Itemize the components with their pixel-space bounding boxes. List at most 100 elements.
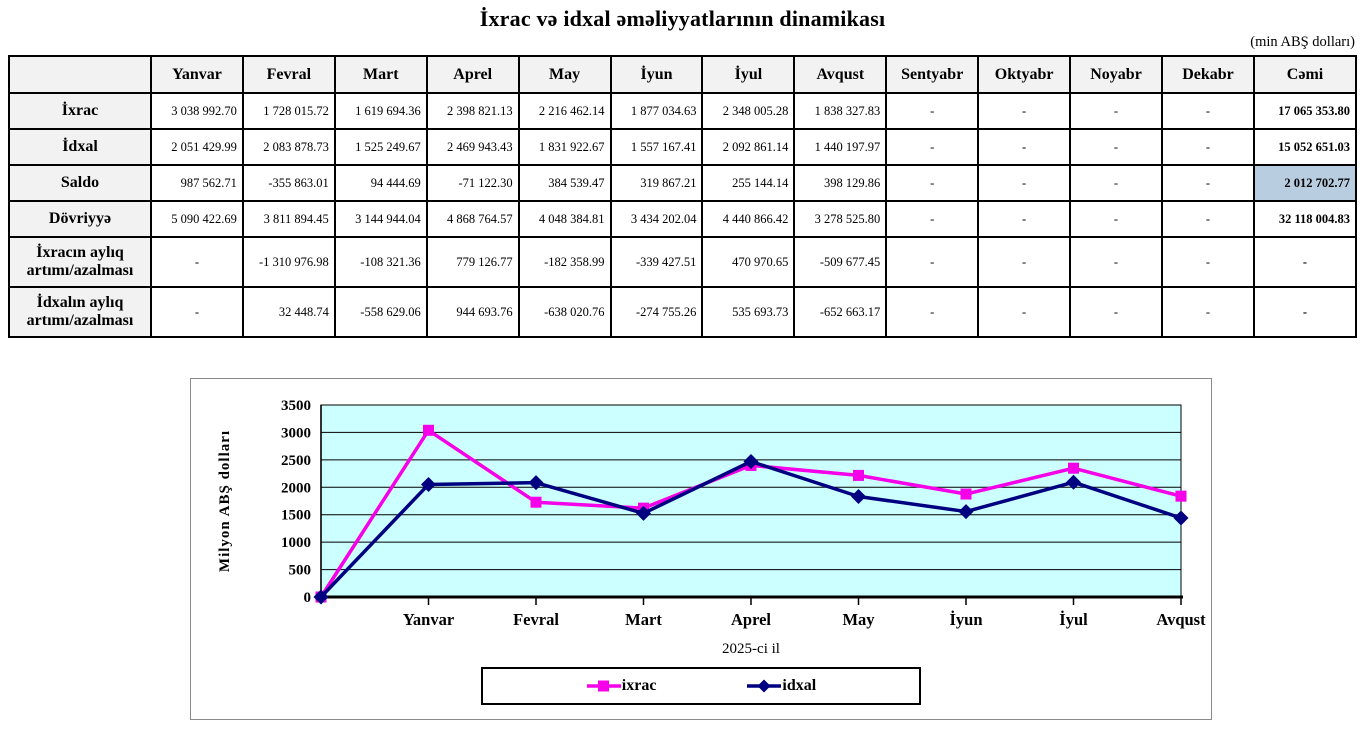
table-cell: 384 539.47: [517, 164, 612, 202]
legend-entry-idxal: idxal: [746, 677, 816, 695]
table-cell: -: [1160, 92, 1256, 130]
table-cell: 2 092 861.14: [701, 128, 796, 166]
x-tick-label: İyun: [949, 610, 982, 629]
table-cell: -: [1069, 164, 1163, 202]
column-header: Noyabr: [1069, 55, 1163, 94]
table-cell: 4 868 764.57: [425, 200, 520, 238]
table-cell: -: [977, 236, 1072, 288]
export-import-table: Yanvar Fevral Mart Aprel May İyun İyul Avqust Se…: [8, 55, 1357, 338]
table-cell: -652 663.17: [793, 286, 888, 338]
legend-entry-ixrac: ixrac: [586, 677, 657, 695]
table-cell: 535 693.73: [701, 286, 796, 338]
square-marker: [423, 424, 434, 436]
x-tick-label: Yanvar: [403, 610, 454, 629]
table-cell: -1 310 976.98: [241, 236, 336, 288]
table-cell: -: [885, 236, 980, 288]
square-marker: [853, 469, 864, 481]
row-label: Saldo: [8, 164, 152, 202]
table-cell: 1 440 197.97: [793, 128, 888, 166]
table-cell: 1 838 327.83: [793, 92, 888, 130]
legend-marker-diamond: [747, 679, 782, 693]
table-cell: 3 278 525.80: [793, 200, 888, 238]
diamond-marker: [313, 589, 329, 605]
table-cell: 319 867.21: [609, 164, 704, 202]
table-cell: -274 755.26: [609, 286, 704, 338]
x-tick-label: Mart: [625, 610, 662, 629]
y-tick-label: 1000: [281, 535, 311, 551]
table-header-row: Yanvar Fevral Mart Aprel May İyun İyul Avqust Se…: [8, 55, 1357, 94]
column-header: Cəmi: [1253, 55, 1357, 94]
diamond-marker: [851, 489, 866, 505]
table-cell: -558 629.06: [333, 286, 428, 338]
table-row: İxrac 3 038 992.70 1 728 015.72 1 619 694.3…: [8, 92, 1357, 130]
table-cell: -: [1253, 236, 1357, 288]
table-cell: 15 052 651.03: [1253, 128, 1357, 166]
table-cell: -: [150, 236, 244, 288]
table-cell: -: [1160, 236, 1256, 288]
table-cell: -: [1069, 128, 1163, 166]
y-axis-title: Milyon ABŞ dolları: [217, 430, 233, 572]
corner-cell: [8, 55, 152, 94]
table-cell: -108 321.36: [333, 236, 428, 288]
table-cell: 17 065 353.80: [1253, 92, 1357, 130]
diamond-marker: [528, 475, 544, 491]
column-header: Sentyabr: [885, 55, 980, 94]
table-cell: -: [977, 200, 1072, 238]
table-cell: 1 619 694.36: [333, 92, 428, 130]
column-header: Dekabr: [1160, 55, 1256, 94]
table-cell: 1 557 167.41: [609, 128, 704, 166]
legend-label: ixrac: [621, 677, 657, 694]
page-title: İxrac və idxal əməliyyatlarının dinamika…: [479, 6, 886, 31]
y-tick-label: 0: [304, 590, 312, 606]
legend-label: idxal: [782, 677, 817, 694]
table-cell: -182 358.99: [517, 236, 612, 288]
x-tick-label: Avqust: [1156, 610, 1206, 629]
table-cell: 470 970.65: [701, 236, 796, 288]
diamond-marker: [421, 476, 436, 492]
table-cell: -: [885, 164, 980, 202]
report-page: İxrac və idxal əməliyyatlarının dinamika…: [0, 6, 1365, 745]
table-cell: 2 083 878.73: [241, 128, 336, 166]
y-tick-label: 1500: [281, 508, 311, 524]
column-header: Avqust: [793, 55, 888, 94]
table-cell: -: [150, 286, 244, 338]
row-label: İdxalın aylıq artımı/azalması: [8, 286, 152, 338]
table-cell: 2 216 462.14: [517, 92, 612, 130]
diamond-marker: [743, 454, 759, 470]
table-cell: -: [1160, 164, 1256, 202]
table-cell: 1 831 922.67: [517, 128, 612, 166]
x-tick-label: İyul: [1059, 610, 1088, 629]
y-tick-label: 3000: [281, 425, 311, 441]
column-header: İyul: [701, 55, 796, 94]
table-cell: 32 118 004.83: [1253, 200, 1357, 238]
table-cell: -: [1160, 286, 1256, 338]
column-header: Mart: [333, 55, 428, 94]
table-cell: 3 811 894.45: [241, 200, 336, 238]
table-cell: -: [1069, 236, 1163, 288]
square-marker: [530, 496, 542, 508]
column-header: Aprel: [425, 55, 520, 94]
table-cell: 2 012 702.77: [1253, 164, 1357, 202]
table-cell: 4 440 866.42: [701, 200, 796, 238]
table-cell: 1 877 034.63: [609, 92, 704, 130]
y-tick-label: 500: [289, 563, 312, 579]
square-marker: [1175, 490, 1187, 502]
legend-marker-square: [586, 680, 621, 692]
column-header: Fevral: [241, 55, 336, 94]
table-cell: -: [1160, 128, 1256, 166]
table-cell: 944 693.76: [425, 286, 520, 338]
table-cell: 398 129.86: [793, 164, 888, 202]
x-axis-title: 2025-ci il: [722, 641, 780, 657]
table-row: İdxalın aylıq artımı/azalması -32 448.74-…: [8, 286, 1357, 338]
table-cell: -: [885, 92, 980, 130]
table-cell: 3 038 992.70: [150, 92, 244, 130]
table-cell: -: [885, 128, 980, 166]
column-header: May: [517, 55, 612, 94]
square-marker: [1068, 462, 1079, 474]
table-cell: -: [977, 92, 1072, 130]
line-chart: 0 500 1000 1500 2000 2500 3000 3500 Yanvar Fevral…: [217, 398, 1206, 657]
table-cell: -: [977, 128, 1072, 166]
row-label: İdxal: [8, 128, 152, 166]
table-cell: 2 051 429.99: [150, 128, 244, 166]
table-cell: 4 048 384.81: [517, 200, 612, 238]
